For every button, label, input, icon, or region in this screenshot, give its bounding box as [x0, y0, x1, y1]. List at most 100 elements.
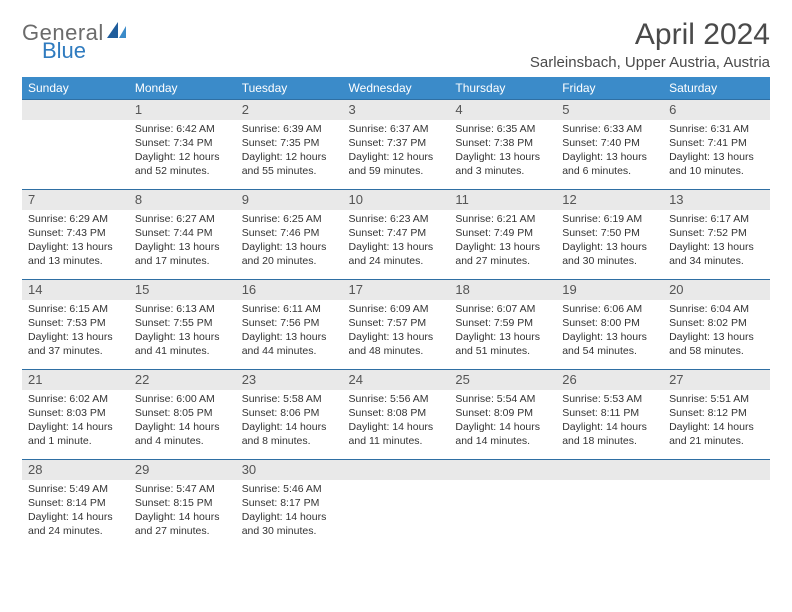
day-info-line: Sunrise: 6:06 AM: [562, 302, 657, 316]
day-cell: Sunrise: 6:02 AMSunset: 8:03 PMDaylight:…: [22, 390, 129, 460]
day-cell: Sunrise: 6:06 AMSunset: 8:00 PMDaylight:…: [556, 300, 663, 370]
title-block: April 2024 Sarleinsbach, Upper Austria, …: [530, 18, 770, 71]
week-content-row: Sunrise: 6:29 AMSunset: 7:43 PMDaylight:…: [22, 210, 770, 280]
week-content-row: Sunrise: 6:15 AMSunset: 7:53 PMDaylight:…: [22, 300, 770, 370]
day-info-line: Sunset: 8:15 PM: [135, 496, 230, 510]
day-info-line: and 13 minutes.: [28, 254, 123, 268]
day-info-line: Sunrise: 6:17 AM: [669, 212, 764, 226]
day-cell: Sunrise: 6:33 AMSunset: 7:40 PMDaylight:…: [556, 120, 663, 190]
day-number-cell: 24: [343, 370, 450, 390]
weekday-header: Tuesday: [236, 77, 343, 100]
day-number-cell: [556, 460, 663, 480]
day-cell: Sunrise: 5:51 AMSunset: 8:12 PMDaylight:…: [663, 390, 770, 460]
day-info-line: Daylight: 13 hours: [349, 330, 444, 344]
day-info-line: Sunrise: 6:09 AM: [349, 302, 444, 316]
day-info-line: and 59 minutes.: [349, 164, 444, 178]
day-number-cell: 15: [129, 280, 236, 300]
day-info-line: and 8 minutes.: [242, 434, 337, 448]
logo: General Blue: [22, 18, 129, 62]
day-info-line: and 3 minutes.: [455, 164, 550, 178]
day-cell: Sunrise: 5:54 AMSunset: 8:09 PMDaylight:…: [449, 390, 556, 460]
day-number-row: 78910111213: [22, 190, 770, 210]
day-info-line: and 48 minutes.: [349, 344, 444, 358]
day-number-cell: 28: [22, 460, 129, 480]
day-info-line: and 17 minutes.: [135, 254, 230, 268]
day-number-cell: 6: [663, 100, 770, 120]
day-number-cell: 4: [449, 100, 556, 120]
day-info-line: Daylight: 13 hours: [562, 240, 657, 254]
day-info-line: Daylight: 13 hours: [135, 240, 230, 254]
day-info-line: Sunset: 7:40 PM: [562, 136, 657, 150]
day-info-line: Daylight: 14 hours: [349, 420, 444, 434]
day-number-cell: 21: [22, 370, 129, 390]
day-info-line: Sunrise: 5:56 AM: [349, 392, 444, 406]
day-info-line: Sunrise: 6:33 AM: [562, 122, 657, 136]
day-number-cell: 18: [449, 280, 556, 300]
day-info-line: Sunrise: 6:25 AM: [242, 212, 337, 226]
day-info-line: Sunrise: 6:37 AM: [349, 122, 444, 136]
logo-word-2: Blue: [42, 40, 129, 62]
day-info-line: Daylight: 13 hours: [28, 330, 123, 344]
day-number-cell: 11: [449, 190, 556, 210]
week-content-row: Sunrise: 6:42 AMSunset: 7:34 PMDaylight:…: [22, 120, 770, 190]
day-info-line: Sunrise: 6:19 AM: [562, 212, 657, 226]
day-info-line: Sunset: 7:34 PM: [135, 136, 230, 150]
day-info-line: Sunrise: 6:00 AM: [135, 392, 230, 406]
day-number-cell: 10: [343, 190, 450, 210]
weekday-header: Monday: [129, 77, 236, 100]
location: Sarleinsbach, Upper Austria, Austria: [530, 54, 770, 71]
day-info-line: and 37 minutes.: [28, 344, 123, 358]
weekday-header: Wednesday: [343, 77, 450, 100]
day-info-line: Sunrise: 6:13 AM: [135, 302, 230, 316]
day-info-line: Daylight: 13 hours: [242, 330, 337, 344]
day-info-line: Sunrise: 6:29 AM: [28, 212, 123, 226]
day-cell: [663, 480, 770, 550]
day-info-line: Sunrise: 6:02 AM: [28, 392, 123, 406]
day-info-line: Sunset: 8:00 PM: [562, 316, 657, 330]
day-number-cell: 26: [556, 370, 663, 390]
day-info-line: Sunset: 8:05 PM: [135, 406, 230, 420]
day-info-line: and 27 minutes.: [455, 254, 550, 268]
day-info-line: and 24 minutes.: [349, 254, 444, 268]
day-number-cell: [343, 460, 450, 480]
day-info-line: and 58 minutes.: [669, 344, 764, 358]
day-info-line: Daylight: 13 hours: [455, 330, 550, 344]
day-number-cell: 12: [556, 190, 663, 210]
day-info-line: and 6 minutes.: [562, 164, 657, 178]
day-info-line: Sunrise: 6:21 AM: [455, 212, 550, 226]
day-info-line: Daylight: 14 hours: [135, 510, 230, 524]
day-info-line: Sunrise: 6:11 AM: [242, 302, 337, 316]
day-info-line: Sunrise: 6:39 AM: [242, 122, 337, 136]
day-info-line: and 30 minutes.: [242, 524, 337, 538]
day-info-line: Sunrise: 6:27 AM: [135, 212, 230, 226]
day-cell: Sunrise: 6:42 AMSunset: 7:34 PMDaylight:…: [129, 120, 236, 190]
month-title: April 2024: [530, 18, 770, 52]
day-cell: Sunrise: 6:29 AMSunset: 7:43 PMDaylight:…: [22, 210, 129, 280]
day-info-line: and 52 minutes.: [135, 164, 230, 178]
day-info-line: and 44 minutes.: [242, 344, 337, 358]
day-number-cell: 9: [236, 190, 343, 210]
day-cell: Sunrise: 6:37 AMSunset: 7:37 PMDaylight:…: [343, 120, 450, 190]
day-number-cell: 7: [22, 190, 129, 210]
day-info-line: Daylight: 13 hours: [669, 240, 764, 254]
day-number-cell: 13: [663, 190, 770, 210]
day-info-line: Sunset: 8:11 PM: [562, 406, 657, 420]
day-info-line: and 34 minutes.: [669, 254, 764, 268]
day-info-line: Sunset: 7:38 PM: [455, 136, 550, 150]
day-info-line: Sunset: 7:57 PM: [349, 316, 444, 330]
day-number-row: 14151617181920: [22, 280, 770, 300]
day-info-line: Daylight: 14 hours: [669, 420, 764, 434]
day-number-cell: 27: [663, 370, 770, 390]
day-info-line: and 20 minutes.: [242, 254, 337, 268]
day-info-line: Daylight: 13 hours: [28, 240, 123, 254]
day-cell: Sunrise: 5:47 AMSunset: 8:15 PMDaylight:…: [129, 480, 236, 550]
day-cell: Sunrise: 6:13 AMSunset: 7:55 PMDaylight:…: [129, 300, 236, 370]
day-number-cell: 3: [343, 100, 450, 120]
day-cell: Sunrise: 6:27 AMSunset: 7:44 PMDaylight:…: [129, 210, 236, 280]
day-number-cell: 25: [449, 370, 556, 390]
day-info-line: Sunset: 8:09 PM: [455, 406, 550, 420]
day-number-cell: 17: [343, 280, 450, 300]
day-info-line: Sunrise: 6:23 AM: [349, 212, 444, 226]
day-cell: Sunrise: 6:31 AMSunset: 7:41 PMDaylight:…: [663, 120, 770, 190]
day-number-cell: [449, 460, 556, 480]
